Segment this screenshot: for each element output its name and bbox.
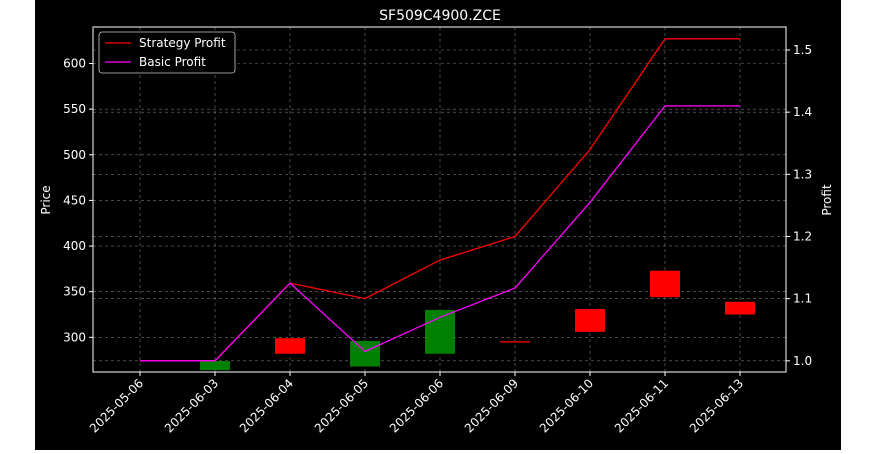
profit-tick-label: 1.1 bbox=[793, 292, 812, 306]
profit-tick-label: 1.0 bbox=[793, 354, 812, 368]
candle-2025-06-10 bbox=[575, 309, 605, 332]
profit-axis-ticks: 1.0 1.1 1.2 1.3 1.4 1.5 bbox=[786, 43, 812, 368]
price-tick-label: 550 bbox=[63, 102, 86, 116]
price-tick-label: 500 bbox=[63, 148, 86, 162]
x-tick-label: 2025-06-03 bbox=[162, 376, 221, 435]
series-line-basic-profit bbox=[140, 105, 740, 362]
x-axis-ticks: 2025-05-06 2025-06-03 2025-06-04 2025-06-05… bbox=[87, 372, 746, 435]
price-tick-label: 450 bbox=[63, 193, 86, 207]
legend: Strategy Profit Basic Profit bbox=[98, 31, 236, 74]
price-tick-label: 350 bbox=[63, 285, 86, 299]
candle-2025-06-06 bbox=[425, 309, 455, 354]
chart-svg: SF509C4900.ZCE 2025-05-06 2025-06-03 2025-… bbox=[39, 8, 834, 435]
chart-figure: SF509C4900.ZCE 2025-05-06 2025-06-03 2025-… bbox=[35, 0, 841, 450]
legend-label-basic: Basic Profit bbox=[139, 55, 206, 69]
x-tick-label: 2025-06-11 bbox=[612, 376, 671, 435]
candle-2025-06-03 bbox=[200, 361, 230, 371]
profit-tick-label: 1.4 bbox=[793, 105, 812, 119]
legend-box bbox=[98, 31, 236, 74]
plot-frame bbox=[92, 26, 787, 373]
candle-group bbox=[200, 270, 755, 371]
profit-tick-label: 1.5 bbox=[793, 43, 812, 57]
x-tick-label: 2025-06-06 bbox=[387, 376, 446, 435]
x-tick-label: 2025-06-09 bbox=[462, 376, 521, 435]
profit-axis-label: Profit bbox=[820, 184, 834, 216]
x-tick-label: 2025-06-10 bbox=[537, 376, 596, 435]
profit-tick-label: 1.2 bbox=[793, 229, 812, 243]
candle-2025-06-13 bbox=[725, 301, 755, 315]
price-tick-label: 300 bbox=[63, 330, 86, 344]
price-tick-label: 400 bbox=[63, 239, 86, 253]
candle-2025-06-04 bbox=[275, 338, 305, 354]
chart-title: SF509C4900.ZCE bbox=[379, 8, 501, 24]
price-tick-label: 600 bbox=[63, 57, 86, 71]
legend-label-strategy: Strategy Profit bbox=[139, 36, 226, 50]
candle-2025-06-11 bbox=[650, 270, 680, 298]
x-tick-label: 2025-05-06 bbox=[87, 376, 146, 435]
x-tick-label: 2025-06-05 bbox=[312, 376, 371, 435]
x-tick-label: 2025-06-04 bbox=[237, 376, 296, 435]
candle-2025-06-05 bbox=[350, 340, 380, 367]
x-tick-label: 2025-06-13 bbox=[687, 376, 746, 435]
profit-tick-label: 1.3 bbox=[793, 167, 812, 181]
profit-lines bbox=[140, 38, 740, 362]
price-axis-ticks: 300 350 400 450 500 550 600 bbox=[63, 57, 93, 344]
price-axis-label: Price bbox=[39, 185, 53, 214]
